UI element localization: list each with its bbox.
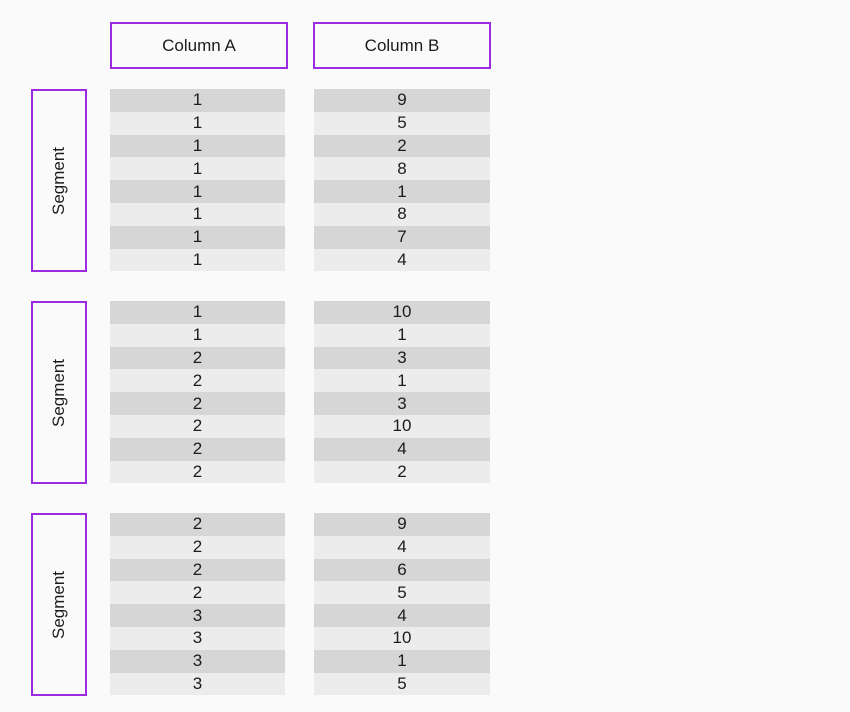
table-cell: 5 [314, 672, 490, 696]
table-cell: 1 [110, 301, 285, 324]
table-cell: 10 [314, 626, 490, 650]
segment-box-3: Segment [31, 513, 87, 696]
table-cell: 1 [110, 134, 285, 158]
table-cell: 3 [110, 604, 285, 627]
column-a-header: Column A [110, 22, 288, 69]
table-cell: 1 [110, 180, 285, 203]
column-b-header: Column B [313, 22, 491, 69]
table-cell: 2 [110, 581, 285, 605]
table-cell: 1 [110, 89, 285, 112]
group-1-column-b-rows: 9 5 2 8 1 8 7 4 [314, 89, 490, 272]
table-cell: 3 [314, 392, 490, 415]
group-2-column-b-rows: 10 1 3 1 3 10 4 2 [314, 301, 490, 484]
segment-box-2: Segment [31, 301, 87, 484]
table-cell: 2 [110, 535, 285, 559]
table-cell: 1 [314, 649, 490, 673]
group-2-column-a-rows: 1 1 2 2 2 2 2 2 [110, 301, 285, 484]
table-cell: 4 [314, 535, 490, 559]
segment-label-2: Segment [49, 358, 69, 427]
table-cell: 10 [314, 301, 490, 324]
table-cell: 2 [314, 134, 490, 158]
table-cell: 1 [110, 202, 285, 226]
table-cell: 2 [110, 558, 285, 582]
table-cell: 5 [314, 581, 490, 605]
table-cell: 2 [110, 513, 285, 536]
table-cell: 2 [110, 369, 285, 393]
table-cell: 9 [314, 513, 490, 536]
segment-label-1: Segment [49, 146, 69, 215]
table-cell: 3 [314, 346, 490, 370]
table-cell: 8 [314, 157, 490, 181]
table-cell: 6 [314, 558, 490, 582]
table-cell: 5 [314, 111, 490, 135]
table-cell: 1 [314, 180, 490, 203]
table-cell: 3 [110, 672, 285, 696]
table-cell: 4 [314, 437, 490, 461]
table-cell: 1 [110, 248, 285, 272]
table-cell: 2 [110, 414, 285, 438]
table-cell: 2 [314, 460, 490, 484]
table-cell: 1 [110, 157, 285, 181]
group-1-column-a-rows: 1 1 1 1 1 1 1 1 [110, 89, 285, 272]
segment-label-3: Segment [49, 570, 69, 639]
table-cell: 1 [110, 225, 285, 249]
table-cell: 1 [314, 369, 490, 393]
table-cell: 1 [110, 323, 285, 347]
group-3-column-b-rows: 9 4 6 5 4 10 1 5 [314, 513, 490, 696]
table-cell: 8 [314, 202, 490, 226]
table-cell: 4 [314, 604, 490, 627]
table-cell: 2 [110, 346, 285, 370]
table-cell: 2 [110, 460, 285, 484]
table-cell: 4 [314, 248, 490, 272]
table-cell: 1 [314, 323, 490, 347]
segment-box-1: Segment [31, 89, 87, 272]
table-cell: 7 [314, 225, 490, 249]
group-3-column-a-rows: 2 2 2 2 3 3 3 3 [110, 513, 285, 696]
table-cell: 1 [110, 111, 285, 135]
table-cell: 10 [314, 414, 490, 438]
table-cell: 2 [110, 392, 285, 415]
table-cell: 9 [314, 89, 490, 112]
table-cell: 3 [110, 626, 285, 650]
table-cell: 2 [110, 437, 285, 461]
table-cell: 3 [110, 649, 285, 673]
